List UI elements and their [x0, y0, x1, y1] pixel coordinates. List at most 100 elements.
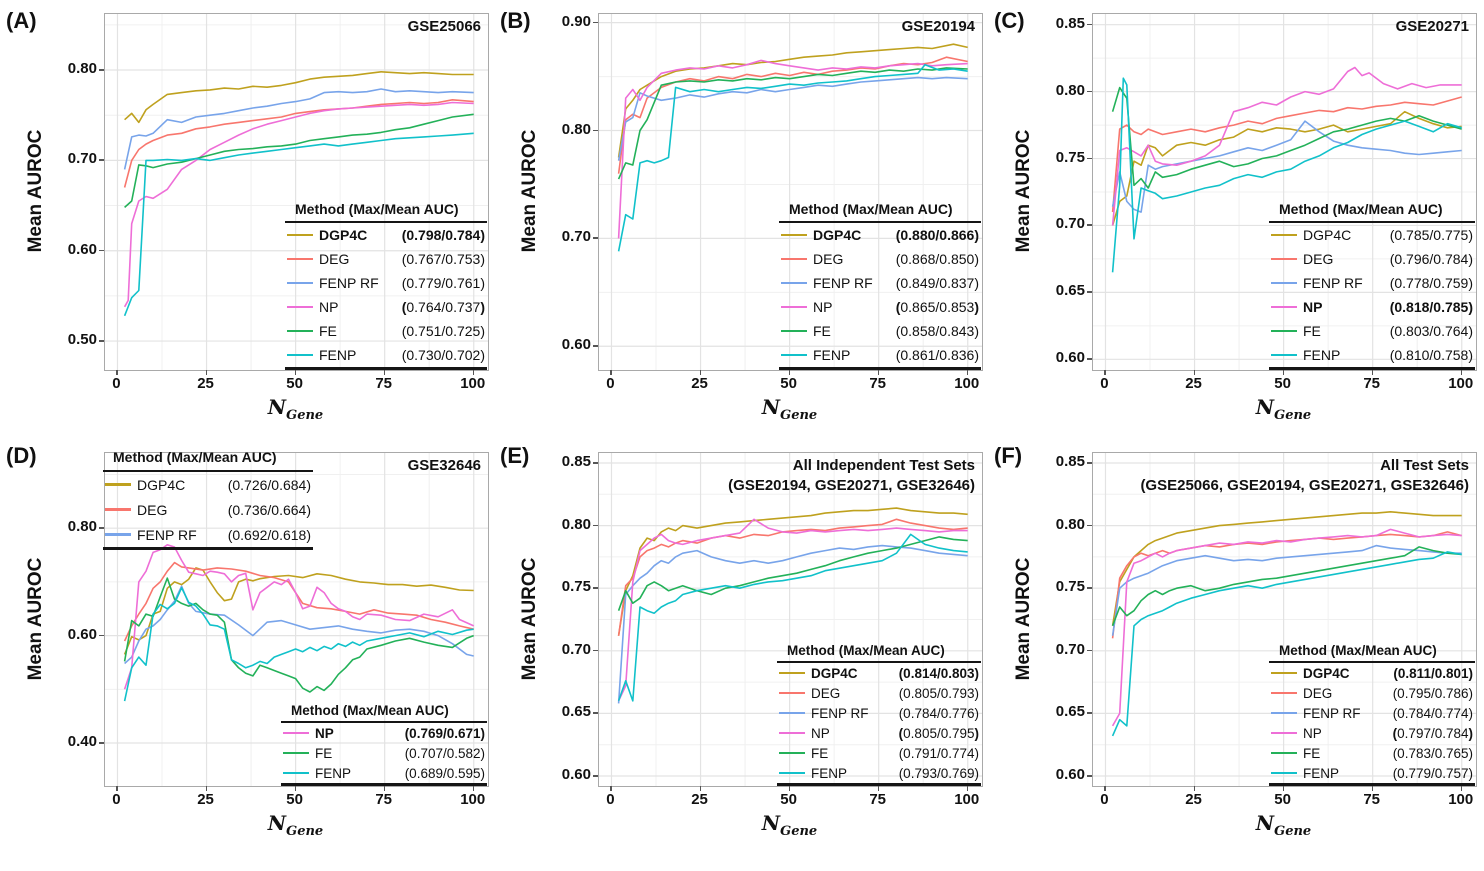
legend-method-name: FE [1303, 323, 1321, 339]
x-tick-mark [877, 370, 880, 375]
x-tick-mark [383, 370, 386, 375]
panel-title: All Test Sets (GSE25066, GSE20194, GSE20… [1140, 456, 1469, 495]
legend-method-value: (0.764/0.737) [401, 299, 485, 315]
legend: Method (Max/Mean AUC) DGP4C (0.726/0.684) D… [103, 447, 313, 550]
legend-method-value: (0.779/0.757) [1392, 765, 1473, 781]
legend-line-swatch [781, 329, 807, 333]
legend-method-value: (0.880/0.866) [895, 227, 979, 243]
legend-method-value: (0.692/0.618) [227, 526, 311, 543]
series-line-fenp [617, 63, 968, 252]
legend-method-value: (0.784/0.776) [898, 705, 979, 721]
legend-line-swatch [1271, 771, 1297, 775]
panel-label: (F) [994, 443, 1023, 468]
legend-row: NP (0.797/0.784) [1269, 723, 1475, 743]
panel-label: (A) [6, 8, 37, 33]
legend-method-value: (0.689/0.595) [404, 765, 485, 781]
legend-line-swatch [779, 731, 805, 735]
y-tick-label: 0.60 [561, 765, 591, 783]
y-tick-label: 0.75 [561, 578, 591, 596]
y-tick-label: 0.60 [67, 625, 97, 643]
y-axis-title: Mean AUROC [519, 557, 540, 680]
legend-row: FENP RF (0.849/0.837) [779, 271, 981, 295]
y-tick-mark [1087, 649, 1092, 652]
series-line-fenp [617, 533, 968, 702]
legend-method-value: (0.858/0.843) [895, 323, 979, 339]
x-tick-label: 50 [1274, 375, 1291, 392]
panel-d: (D) Mean AUROC GSE32646 Method (Max/Mean… [0, 435, 494, 871]
legend-line-swatch [779, 671, 805, 675]
y-axis-title: Mean AUROC [25, 129, 46, 253]
chart-svg [599, 453, 982, 786]
panel-title: All Independent Test Sets (GSE20194, GSE… [728, 456, 975, 495]
x-tick-mark [699, 370, 702, 375]
y-tick-label: 0.60 [1055, 349, 1085, 367]
y-axis-title: Mean AUROC [1013, 129, 1034, 253]
y-tick-mark [1087, 587, 1092, 589]
legend-header: Method (Max/Mean AUC) [777, 643, 981, 663]
legend-row: FE (0.803/0.764) [1269, 319, 1475, 343]
legend-row: FENP RF (0.784/0.774) [1269, 703, 1475, 723]
legend-method-value: (0.726/0.684) [227, 476, 311, 493]
legend-method-name: FENP [813, 347, 851, 363]
legend-row: FENP RF (0.779/0.761) [285, 271, 487, 295]
panel-a: (A) Mean AUROC GSE25066 Method (Max/Mean… [0, 0, 494, 435]
panel-label: (B) [500, 8, 531, 33]
legend-method-name: FENP RF [319, 275, 379, 291]
x-tick-label: 25 [691, 375, 708, 392]
series-line-fe [1111, 86, 1462, 189]
legend-line-swatch [287, 329, 313, 333]
legend-method-name: DGP4C [137, 476, 186, 493]
series-line-deg [123, 99, 474, 188]
x-tick-label: 100 [954, 375, 980, 392]
y-tick-label: 0.60 [1055, 765, 1085, 783]
y-tick-label: 0.65 [561, 703, 591, 721]
legend-method-value: (0.810/0.758) [1389, 347, 1473, 363]
legend-method-value: (0.805/0.793) [898, 685, 979, 701]
x-axis-title: NGene [267, 395, 324, 423]
x-axis-title: NGene [267, 811, 324, 839]
legend-line-swatch [283, 751, 309, 755]
legend-method-value: (0.798/0.784) [401, 227, 485, 243]
y-tick-mark [99, 69, 104, 71]
series-line-fenp [1111, 551, 1462, 737]
y-tick-mark [1087, 524, 1092, 527]
panel-label: (D) [6, 443, 37, 468]
legend-line-swatch [1271, 233, 1297, 237]
series-line-deg [123, 561, 474, 642]
x-tick-label: 75 [869, 375, 887, 392]
x-tick-label: 100 [460, 375, 486, 392]
x-tick-label: 100 [460, 791, 486, 808]
x-tick-mark [699, 786, 702, 791]
x-tick-label: 75 [869, 791, 887, 808]
x-tick-mark [1282, 786, 1285, 791]
legend-method-value: (0.797/0.784) [1392, 725, 1473, 741]
legend-method-name: DEG [811, 685, 841, 701]
legend: Method (Max/Mean AUC) DGP4C (0.798/0.784) D… [285, 199, 487, 370]
legend-row: DGP4C (0.798/0.784) [285, 223, 487, 247]
legend-method-name: NP [813, 299, 833, 315]
legend-header: Method (Max/Mean AUC) [1269, 643, 1475, 663]
legend-row: FENP (0.779/0.757) [1269, 763, 1475, 783]
x-tick-label: 50 [780, 375, 797, 392]
series-line-dgp4c [617, 507, 968, 636]
legend-method-value: (0.785/0.775) [1389, 227, 1473, 243]
legend-method-value: (0.783/0.765) [1392, 745, 1473, 761]
x-tick-label: 75 [375, 791, 393, 808]
series-line-deg [1111, 531, 1462, 639]
y-tick-label: 0.85 [1055, 453, 1085, 470]
legend-row: DEG (0.868/0.850) [779, 247, 981, 271]
x-tick-mark [472, 370, 475, 375]
panel-title: GSE20271 [1396, 17, 1469, 37]
legend-method-name: FENP RF [1303, 705, 1361, 721]
x-tick-mark [1460, 786, 1463, 791]
plot-area: GSE20194 Method (Max/Mean AUC) DGP4C (0.88… [598, 13, 983, 371]
y-tick-label: 0.50 [67, 331, 97, 349]
y-tick-label: 0.80 [1055, 515, 1085, 533]
y-tick-mark [593, 21, 598, 24]
chart-svg [1093, 453, 1476, 786]
chart-svg [599, 14, 982, 370]
y-tick-label: 0.75 [1055, 578, 1085, 596]
plot-area: All Independent Test Sets (GSE20194, GSE… [598, 452, 983, 787]
series-line-fe [617, 536, 968, 611]
legend-method-name: FE [813, 323, 831, 339]
